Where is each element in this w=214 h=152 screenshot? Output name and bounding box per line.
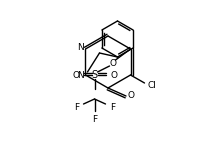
Text: F: F xyxy=(92,114,97,123)
Text: Cl: Cl xyxy=(147,81,156,90)
Text: N: N xyxy=(77,43,84,52)
Text: O: O xyxy=(110,71,117,79)
Text: O: O xyxy=(109,59,116,67)
Text: O: O xyxy=(128,92,135,100)
Text: N: N xyxy=(77,71,84,81)
Text: F: F xyxy=(110,102,115,112)
Text: O: O xyxy=(72,71,79,79)
Text: S: S xyxy=(91,70,98,80)
Text: F: F xyxy=(74,102,79,112)
